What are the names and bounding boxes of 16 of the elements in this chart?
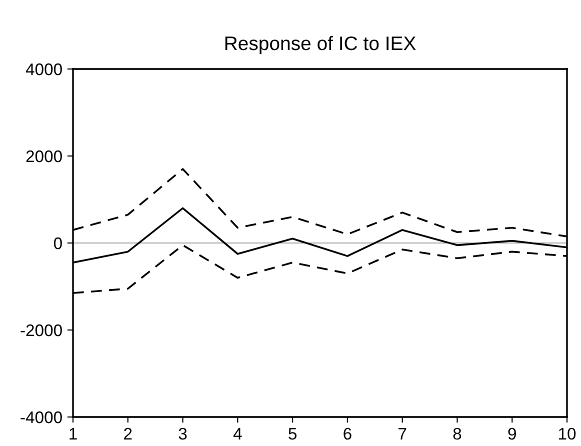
x-tick-label: 3 bbox=[178, 428, 187, 440]
y-tick-label: 4000 bbox=[26, 63, 62, 76]
x-tick-label: 1 bbox=[70, 428, 77, 440]
x-tick-label: 2 bbox=[124, 428, 132, 440]
y-tick-label: 0 bbox=[54, 237, 62, 250]
x-tick-label: 8 bbox=[453, 428, 462, 440]
x-tick-label: 7 bbox=[398, 428, 406, 440]
x-tick-label: 9 bbox=[508, 428, 516, 440]
y-tick-label: -2000 bbox=[20, 324, 62, 336]
x-tick-label: 5 bbox=[288, 428, 296, 440]
x-tick-label: 4 bbox=[233, 428, 242, 440]
y-tick-label: -4000 bbox=[20, 411, 62, 424]
y-tick-label: 2000 bbox=[26, 150, 62, 162]
x-tick-label: 6 bbox=[344, 428, 352, 440]
chart-title: Response of IC to IEX bbox=[225, 36, 416, 54]
x-tick-label: 10 bbox=[559, 428, 576, 440]
